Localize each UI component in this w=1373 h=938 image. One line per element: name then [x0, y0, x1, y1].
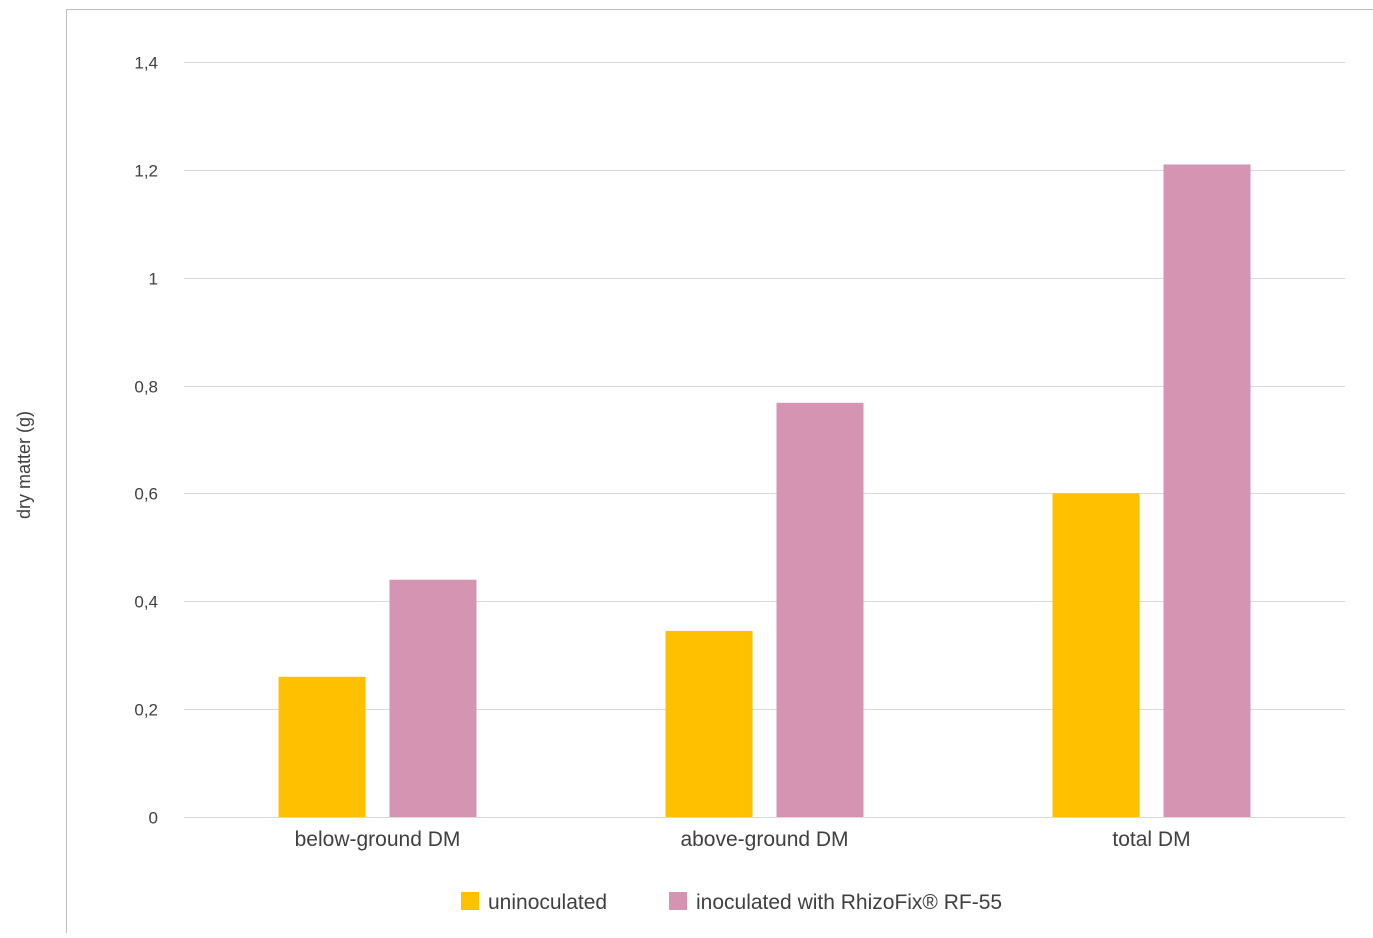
legend-label: inoculated with RhizoFix® RF-55 — [696, 891, 1002, 914]
y-tick-label: 1 — [149, 270, 158, 289]
gridlines — [184, 62, 1345, 818]
legend-swatch — [461, 892, 479, 910]
x-category-label: below-ground DM — [295, 828, 461, 851]
y-tick-label: 0 — [149, 809, 158, 828]
y-axis-title: dry matter (g) — [14, 411, 34, 519]
legend-label: uninoculated — [488, 891, 607, 914]
bars — [278, 164, 1251, 817]
bar-inoculated-2 — [1163, 164, 1251, 817]
x-category-label: total DM — [1112, 828, 1190, 851]
y-tick-label: 0,4 — [134, 593, 158, 612]
y-tick-label: 1,2 — [134, 162, 158, 181]
legend-swatch — [669, 892, 687, 910]
bar-uninoculated-1 — [665, 630, 753, 817]
y-tick-label: 1,4 — [134, 54, 158, 73]
y-tick-label: 0,8 — [134, 378, 158, 397]
y-tick-label: 0,6 — [134, 485, 158, 504]
bar-inoculated-1 — [776, 402, 864, 817]
x-axis-categories: below-ground DM above-ground DM total DM — [295, 828, 1191, 851]
bar-inoculated-0 — [389, 579, 477, 817]
y-tick-label: 0,2 — [134, 701, 158, 720]
bar-uninoculated-2 — [1052, 493, 1140, 817]
x-category-label: above-ground DM — [680, 828, 848, 851]
legend: uninoculated inoculated with RhizoFix® RF… — [461, 891, 1002, 914]
y-axis-ticks: 0 0,2 0,4 0,6 0,8 1 1,2 1,4 — [134, 54, 158, 828]
bar-uninoculated-0 — [278, 676, 366, 817]
